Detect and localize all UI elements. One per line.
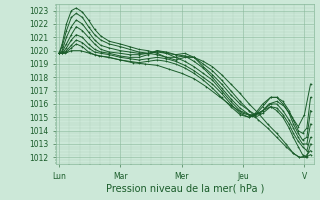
X-axis label: Pression niveau de la mer( hPa ): Pression niveau de la mer( hPa ) bbox=[106, 183, 264, 193]
